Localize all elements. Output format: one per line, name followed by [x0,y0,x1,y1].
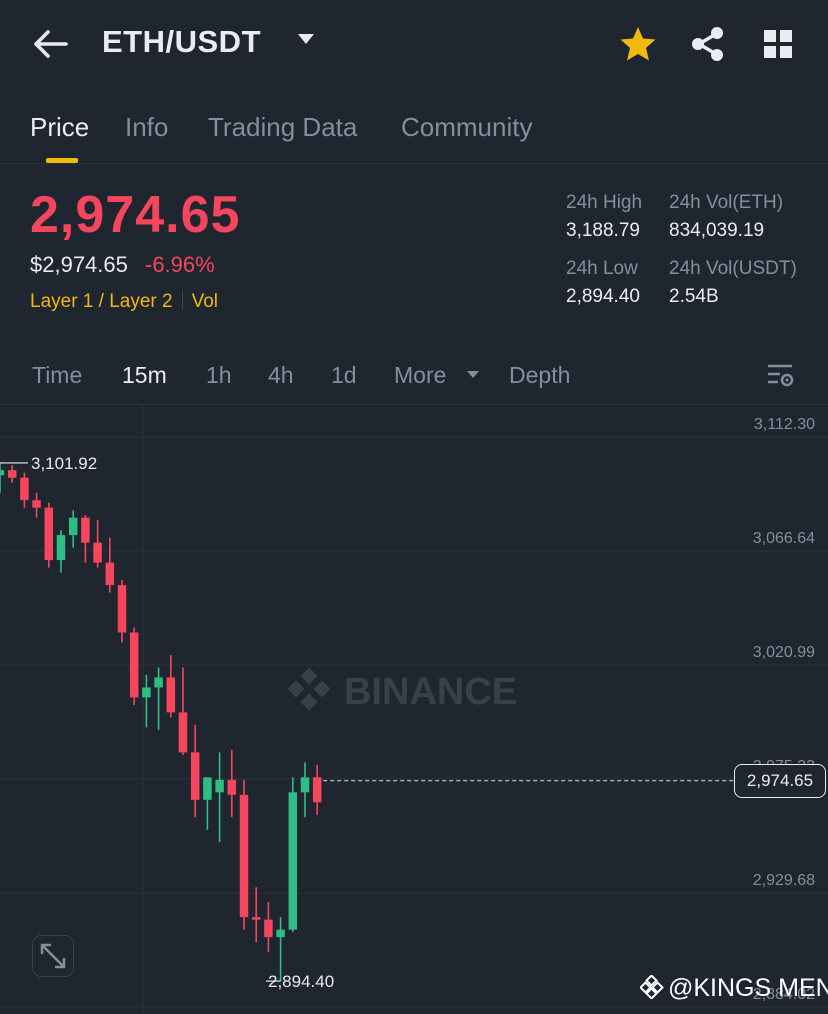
grid-menu-button[interactable] [760,26,796,62]
last-price: 2,974.65 [30,186,241,244]
candle-body [166,677,176,713]
candle-body [276,929,285,938]
pair-title[interactable]: ETH/USDT [102,24,261,59]
y-tick-label: 2,929.68 [753,872,815,889]
candle-body [7,470,17,478]
current-price-tag: 2,974.65 [734,763,826,798]
candle-body [56,535,66,561]
candle-body [105,562,115,586]
usd-price: $2,974.65 [30,252,128,277]
tab-trading-data[interactable]: Trading Data [208,112,358,142]
stat-vol-usdt-label: 24h Vol(USDT) [669,258,797,279]
candle-body [239,794,249,918]
stat-vol-eth-label: 24h Vol(ETH) [669,192,784,213]
active-tab-indicator [46,158,78,163]
candle-body [142,687,151,698]
chart-settings-icon [768,364,794,387]
candle-body [68,517,78,536]
candle-body [32,500,41,508]
interval-15m[interactable]: 15m [122,362,167,388]
candle-body [264,919,273,938]
candle-body [81,517,90,543]
candle-body [288,792,298,930]
chart-annotations: 3,101.92 2,894.40 [0,454,734,991]
interval-more[interactable]: More [394,362,447,388]
binance-logo-icon: BINANCE [287,667,517,713]
candle-body [227,779,237,795]
interval-depth[interactable]: Depth [509,362,571,388]
interval-1h[interactable]: 1h [206,362,232,388]
interval-time[interactable]: Time [32,362,83,388]
interval-4h[interactable]: 4h [268,362,294,388]
high-annotation-label: 3,101.92 [31,454,97,473]
diamond-logo-icon [639,974,664,1000]
chart-settings-button[interactable] [766,362,796,390]
candle-body [178,712,188,753]
stat-high-value: 3,188.79 [566,220,640,241]
y-tick-label: 3,112.30 [754,416,815,433]
tag-vol[interactable]: Vol [191,291,219,312]
caret-down-icon[interactable] [298,34,314,44]
star-icon [620,27,656,61]
candle-body [190,752,200,800]
stat-low-value: 2,894.40 [566,286,640,307]
tab-community[interactable]: Community [401,112,533,142]
tabs-divider [0,163,828,164]
chart-top-divider [0,404,828,405]
candle-body [129,632,139,698]
grid-icon [764,30,792,58]
stat-vol-eth-value: 834,039.19 [669,220,765,241]
share-button[interactable] [688,24,728,64]
watermark-text: BINANCE [344,671,517,713]
y-tick-label: 3,066.64 [753,530,815,547]
candle-body [154,677,163,688]
category-tags: Layer 1 / Layer 2 Vol [30,291,218,313]
expand-icon [40,943,66,969]
candle-body [44,507,54,561]
low-annotation-label: 2,894.40 [268,972,334,991]
tag-layer[interactable]: Layer 1 / Layer 2 [30,291,173,312]
stat-vol-usdt-value: 2.54B [669,286,719,307]
stat-low-label: 24h Low [566,258,638,279]
expand-chart-button[interactable] [32,935,74,977]
favorite-button[interactable] [618,24,658,64]
y-tick-label: 3,020.99 [753,644,815,661]
stat-high-label: 24h High [566,192,643,213]
tag-separator [181,292,183,309]
tab-price[interactable]: Price [30,112,90,142]
candle-body [117,585,127,633]
credit-text: @KINGS MEN [668,974,828,1002]
chart-candles [0,462,322,982]
share-icon [692,27,723,61]
candle-body [20,477,29,501]
chart-y-axis: 3,112.303,066.643,020.992,975.332,929.68… [753,416,815,1003]
tab-info[interactable]: Info [125,112,169,142]
candle-body [251,917,261,920]
price-change-percent: -6.96% [145,252,215,277]
candle-body [215,779,224,793]
candle-body [300,777,310,793]
candle-body [0,470,5,476]
binance-watermark: BINANCE [286,664,546,716]
interval-1d[interactable]: 1d [331,362,357,388]
candle-body [312,777,322,803]
watermark-credit: @KINGS MEN [639,974,828,1003]
y-tick-label: 2,884.02 [753,986,815,1003]
more-caret-down-icon[interactable] [467,371,479,378]
back-button[interactable] [30,22,74,66]
candle-body [203,777,212,800]
candle-body [93,542,102,563]
arrow-left-icon [34,30,68,58]
